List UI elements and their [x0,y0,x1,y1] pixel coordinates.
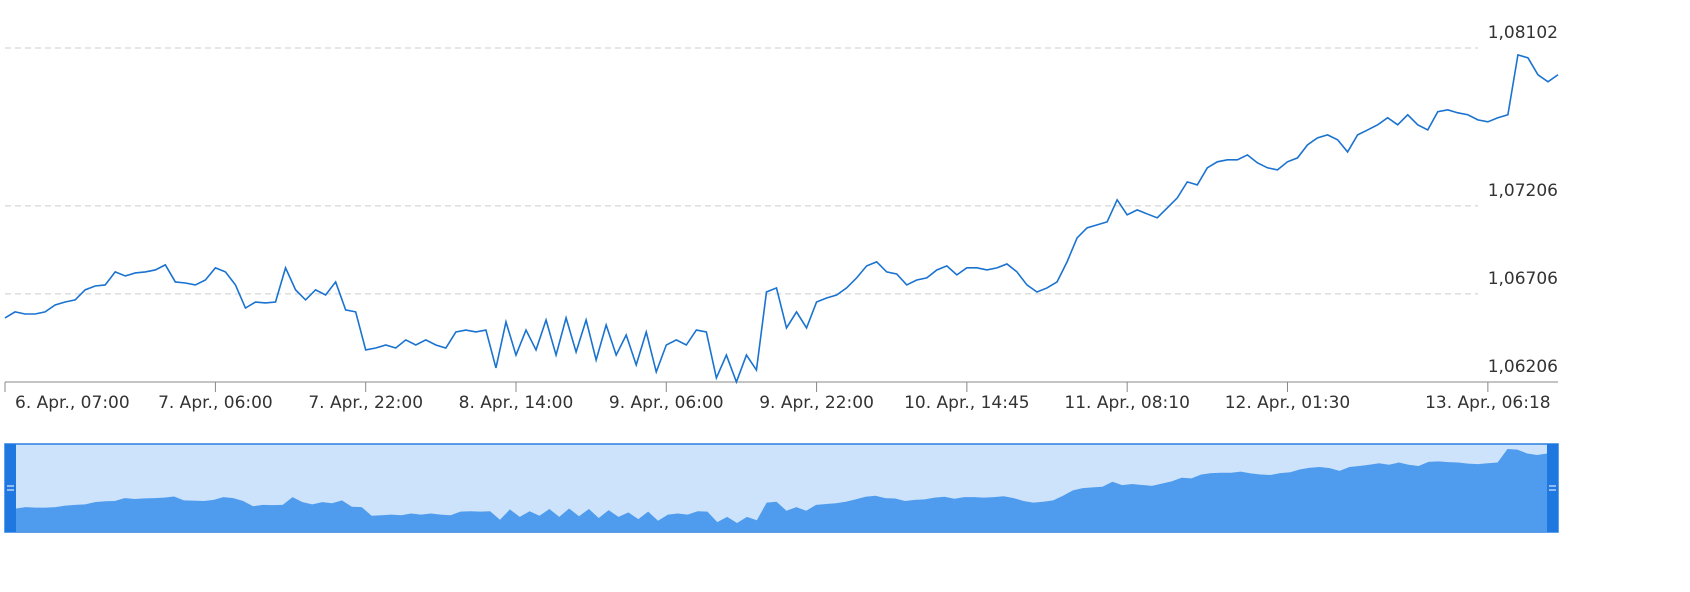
x-tick-label: 11. Apr., 08:10 [1064,393,1190,413]
x-tick-label: 12. Apr., 01:30 [1225,393,1351,413]
navigator-handle[interactable] [5,444,16,532]
x-tick-label: 8. Apr., 14:00 [459,393,574,413]
x-tick-label: 10. Apr., 14:45 [904,393,1030,413]
navigator-area [16,448,1547,531]
x-tick-label: 7. Apr., 06:00 [158,393,273,413]
x-tick-label: 13. Apr., 06:18 [1425,393,1551,413]
x-tick-label: 9. Apr., 22:00 [759,393,874,413]
navigator-handle[interactable] [1547,444,1558,532]
y-tick-label: 1,08102 [1488,23,1558,43]
x-tick-label: 6. Apr., 07:00 [15,393,130,413]
y-tick-label: 1,07206 [1488,181,1558,201]
navigator [4,443,1559,533]
x-tick-label: 9. Apr., 06:00 [609,393,724,413]
y-tick-label: 1,06206 [1488,357,1558,377]
y-tick-label: 1,06706 [1488,269,1558,289]
price-line [4,53,1559,385]
x-tick-label: 7. Apr., 22:00 [308,393,423,413]
